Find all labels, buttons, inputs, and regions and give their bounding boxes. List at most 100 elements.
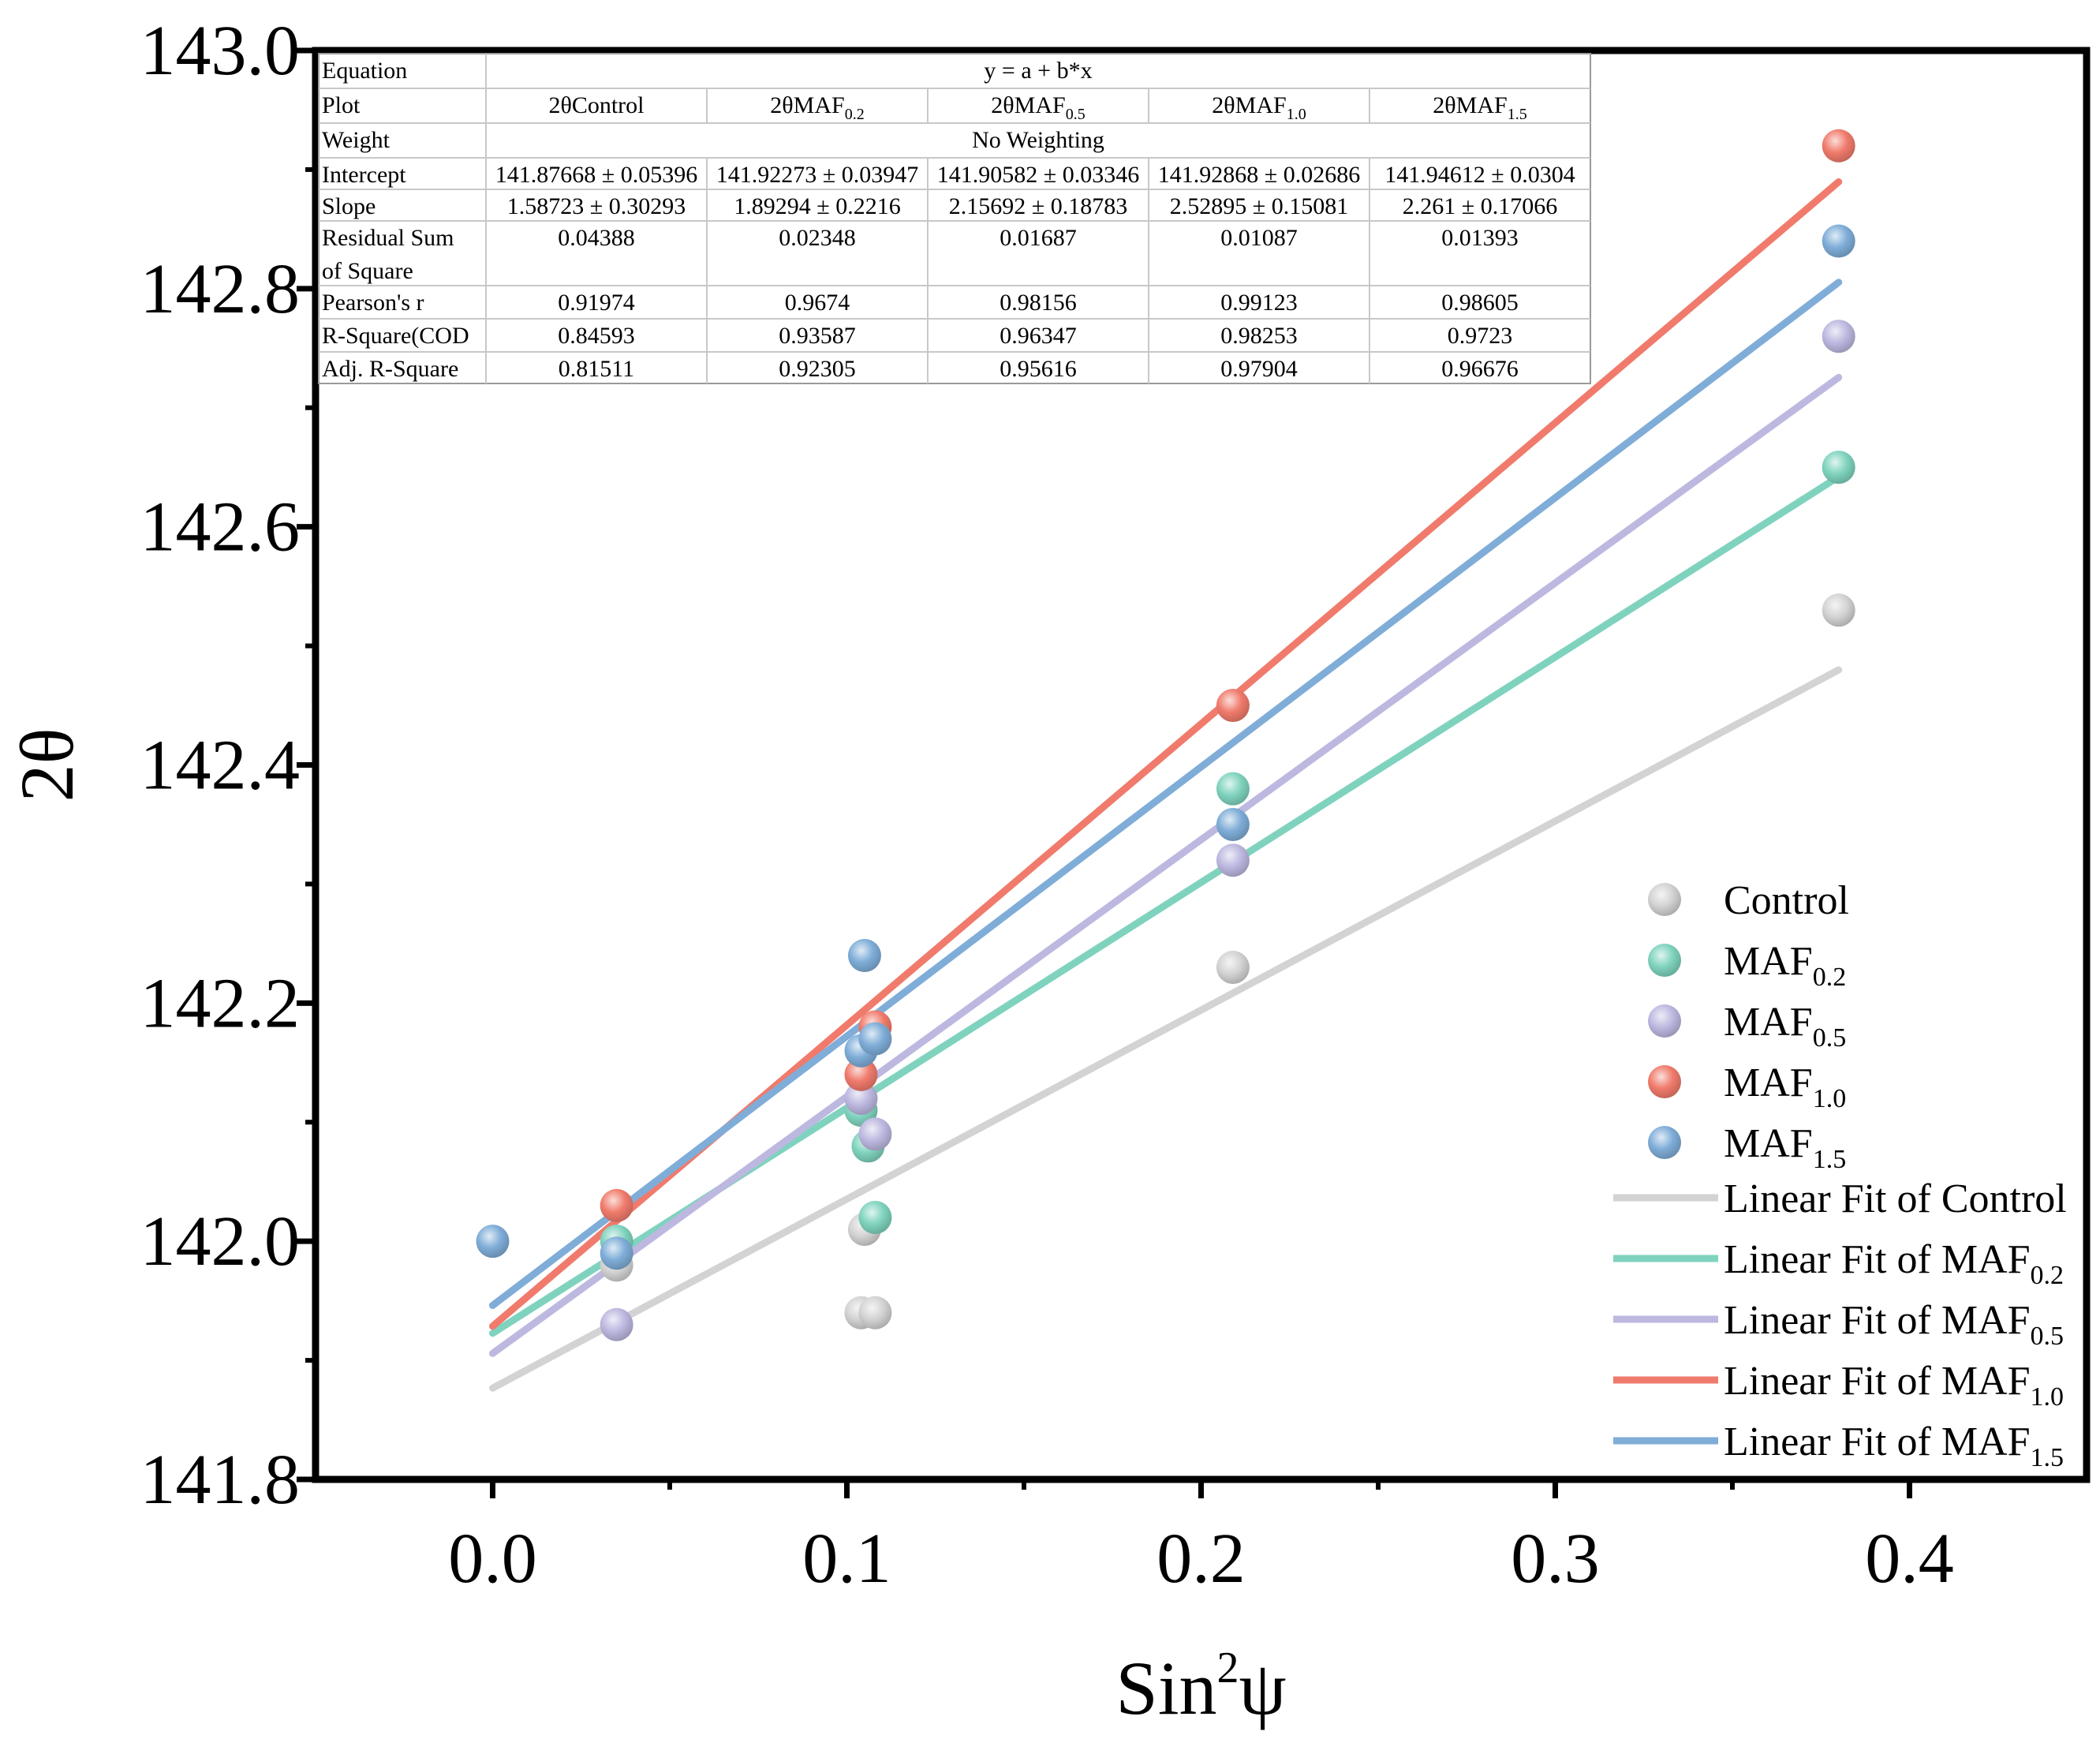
stats-value-cell: 0.96676 — [1441, 356, 1519, 382]
stats-value-cell: 141.90582 ± 0.03346 — [937, 162, 1139, 188]
stats-header-cell: 2θMAF1.0 — [1212, 92, 1306, 123]
legend-label-main: MAF — [1724, 939, 1813, 984]
y-tick-label: 142.4 — [140, 727, 301, 805]
stats-row-label: Weight — [322, 127, 390, 153]
legend-fit-label-sub: 0.5 — [2031, 1322, 2065, 1351]
stats-row-label-2: of Square — [322, 258, 413, 284]
legend-fit-label-main: Linear Fit of MAF — [1724, 1298, 2031, 1343]
y-tick-label: 141.8 — [140, 1441, 301, 1519]
stats-value-cell: 0.01087 — [1220, 225, 1298, 251]
point-s2-1 — [858, 1117, 892, 1151]
y-tick-label: 142.2 — [140, 964, 301, 1042]
stats-value-cell: 0.91974 — [558, 290, 635, 316]
point-s2-2 — [844, 1082, 878, 1116]
stats-value-cell: 0.81511 — [559, 356, 634, 382]
stats-value-cell: 0.97904 — [1220, 356, 1298, 382]
x-tick-label: 0.2 — [1156, 1520, 1246, 1598]
legend-fit-label: Linear Fit of MAF0.2 — [1724, 1237, 2064, 1290]
point-s4-1 — [600, 1236, 633, 1270]
legend-label-main: MAF — [1724, 1121, 1813, 1166]
y-tick-label: 143.0 — [140, 12, 301, 90]
legend-marker-4 — [1648, 1126, 1681, 1159]
legend-fit-label-sub: 0.2 — [2031, 1261, 2065, 1290]
legend-fit-label-main: Linear Fit of Control — [1724, 1176, 2067, 1221]
stats-value-cell: 2.261 ± 0.17066 — [1403, 193, 1557, 219]
y-axis-title: 2θ — [5, 728, 89, 802]
legend-label-sub: 1.5 — [1813, 1145, 1847, 1174]
stats-header-main: 2θMAF — [991, 92, 1065, 118]
x-tick-label: 0.0 — [448, 1520, 537, 1598]
stats-value-cell: 0.9674 — [785, 290, 850, 316]
stats-value-cell: 0.9723 — [1448, 323, 1513, 349]
stats-header-sub: 0.2 — [845, 106, 865, 123]
stats-span-cell: No Weighting — [972, 127, 1104, 153]
stats-header-main: 2θMAF — [1212, 92, 1286, 118]
stats-value-cell: 2.52895 ± 0.15081 — [1170, 193, 1348, 219]
x-tick-label: 0.3 — [1511, 1520, 1600, 1598]
stats-header-cell: 2θControl — [548, 92, 644, 118]
point-s0-4 — [1216, 951, 1250, 985]
point-s1-4 — [1216, 772, 1250, 806]
stats-value-cell: 141.92868 ± 0.02686 — [1158, 162, 1360, 188]
x-axis-title-tail: ψ — [1239, 1646, 1286, 1730]
x-tick-label: 0.4 — [1865, 1520, 1954, 1598]
data-points — [476, 129, 1855, 1341]
fit-line-2 — [489, 373, 1843, 1357]
point-s2-4 — [1822, 320, 1855, 353]
stats-value-cell: 141.92273 ± 0.03947 — [716, 162, 918, 188]
legend-label-main: Control — [1724, 878, 1849, 923]
stats-value-cell: 0.98605 — [1441, 290, 1519, 316]
stats-header-sub: 0.5 — [1066, 106, 1085, 123]
stats-value-cell: 141.87668 ± 0.05396 — [495, 162, 697, 188]
legend-fit-label: Linear Fit of MAF1.0 — [1724, 1359, 2064, 1412]
x-tick-label: 0.1 — [802, 1520, 891, 1598]
stats-value-cell: 0.93587 — [779, 323, 856, 349]
stats-header-sub: 1.5 — [1508, 106, 1527, 123]
point-s2-0 — [600, 1307, 633, 1341]
stats-span-cell: y = a + b*x — [984, 58, 1092, 84]
stats-value-cell: 0.01393 — [1441, 225, 1519, 251]
fit-line-0 — [489, 666, 1843, 1392]
legend-marker-1 — [1648, 944, 1681, 977]
x-axis-title-sup: 2 — [1216, 1644, 1239, 1692]
y-tick-label: 142.8 — [140, 250, 301, 328]
legend-label: MAF1.0 — [1724, 1060, 1846, 1113]
legend-label: MAF0.5 — [1724, 1000, 1846, 1053]
legend-label-sub: 0.5 — [1813, 1023, 1847, 1053]
stats-value-cell: 0.99123 — [1220, 290, 1298, 316]
stats-value-cell: 0.92305 — [779, 356, 856, 382]
stats-value-cell: 0.98156 — [1000, 290, 1077, 316]
stats-value-cell: 0.01687 — [1000, 225, 1077, 251]
stats-value-cell: 0.96347 — [1000, 323, 1077, 349]
legend-fit-label-main: Linear Fit of MAF — [1724, 1359, 2031, 1404]
legend-label-sub: 1.0 — [1813, 1084, 1847, 1113]
legend-label-sub: 0.2 — [1813, 963, 1847, 992]
stats-row-label: R-Square(COD — [322, 323, 469, 349]
fit-line-4 — [489, 279, 1843, 1309]
y-tick-label: 142.6 — [140, 488, 301, 567]
stats-value-cell: 2.15692 ± 0.18783 — [949, 193, 1127, 219]
legend-label-main: MAF — [1724, 1060, 1813, 1105]
x-axis-title-main: Sin — [1115, 1646, 1216, 1730]
stats-value-cell: 0.95616 — [1000, 356, 1077, 382]
stats-row-label: Adj. R-Square — [322, 356, 458, 382]
legend-label: Control — [1724, 878, 1849, 923]
stats-value-cell: 0.84593 — [558, 323, 635, 349]
stats-header-main: 2θMAF — [770, 92, 844, 118]
x-axis-title: Sin2ψ — [1115, 1644, 1286, 1730]
legend-fit-label-main: Linear Fit of MAF — [1724, 1237, 2031, 1282]
legend-fit-label-main: Linear Fit of MAF — [1724, 1419, 2031, 1464]
stats-row-label: Plot — [322, 92, 361, 118]
point-s0-2 — [858, 1296, 892, 1329]
legend-fit-label: Linear Fit of MAF1.5 — [1724, 1419, 2064, 1472]
stats-header-main: 2θMAF — [1433, 92, 1507, 118]
stats-row-label: Residual Sum — [322, 225, 454, 251]
stats-row-label: Pearson's r — [322, 290, 424, 316]
stats-header-cell: 2θMAF1.5 — [1433, 92, 1526, 123]
point-s4-5 — [1216, 807, 1250, 841]
fit-lines — [489, 178, 1843, 1392]
point-s3-1 — [844, 1057, 878, 1091]
